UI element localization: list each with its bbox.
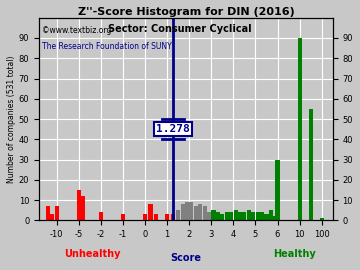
Bar bbox=[81, 196, 85, 220]
Text: 1.278: 1.278 bbox=[156, 124, 190, 134]
Bar bbox=[99, 212, 103, 220]
Title: Z''-Score Histogram for DIN (2016): Z''-Score Histogram for DIN (2016) bbox=[77, 7, 294, 17]
Bar bbox=[198, 204, 202, 220]
Bar bbox=[189, 202, 193, 220]
Bar bbox=[148, 204, 153, 220]
Text: The Research Foundation of SUNY: The Research Foundation of SUNY bbox=[42, 42, 172, 51]
Bar bbox=[234, 210, 238, 220]
Bar bbox=[143, 214, 147, 220]
X-axis label: Score: Score bbox=[170, 253, 201, 263]
Bar bbox=[77, 190, 81, 220]
Text: Healthy: Healthy bbox=[273, 249, 316, 259]
Bar bbox=[320, 218, 324, 220]
Bar bbox=[273, 216, 277, 220]
Text: Sector: Consumer Cyclical: Sector: Consumer Cyclical bbox=[108, 24, 252, 34]
Bar bbox=[180, 204, 185, 220]
Bar bbox=[216, 212, 220, 220]
Bar bbox=[260, 212, 264, 220]
Bar bbox=[242, 212, 247, 220]
Bar bbox=[309, 109, 313, 220]
Text: ©www.textbiz.org: ©www.textbiz.org bbox=[42, 26, 111, 35]
Bar bbox=[194, 206, 198, 220]
Bar bbox=[229, 212, 233, 220]
Bar bbox=[176, 210, 180, 220]
Bar bbox=[46, 206, 50, 220]
Bar bbox=[251, 212, 255, 220]
Bar bbox=[211, 210, 216, 220]
Bar bbox=[297, 38, 302, 220]
Bar bbox=[55, 206, 59, 220]
Bar bbox=[207, 212, 211, 220]
Bar bbox=[154, 214, 158, 220]
Bar bbox=[225, 212, 229, 220]
Bar bbox=[165, 214, 169, 220]
Bar bbox=[247, 210, 251, 220]
Bar bbox=[220, 214, 224, 220]
Bar bbox=[256, 212, 260, 220]
Bar bbox=[264, 214, 269, 220]
Text: Unhealthy: Unhealthy bbox=[64, 249, 120, 259]
Y-axis label: Number of companies (531 total): Number of companies (531 total) bbox=[7, 55, 16, 183]
Bar bbox=[238, 212, 242, 220]
Bar bbox=[275, 160, 280, 220]
Bar bbox=[50, 214, 54, 220]
Bar bbox=[121, 214, 125, 220]
Bar bbox=[269, 210, 273, 220]
Bar bbox=[185, 202, 189, 220]
Bar bbox=[171, 214, 175, 220]
Bar bbox=[203, 206, 207, 220]
